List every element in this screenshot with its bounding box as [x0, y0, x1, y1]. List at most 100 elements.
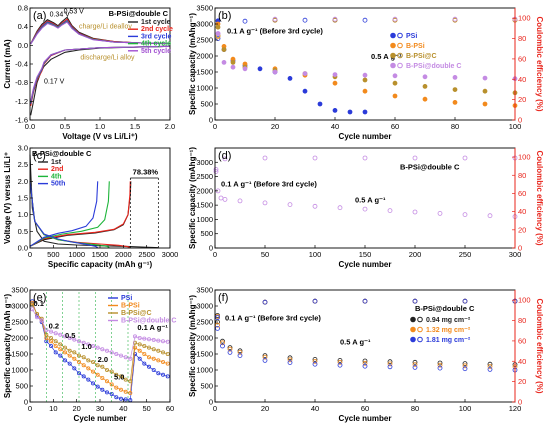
y-tick-label: -0.8: [15, 78, 28, 87]
series-B-PSi-double-C-marker: [119, 353, 124, 358]
series-capacity: [213, 166, 219, 172]
legend-PSi-label: PSi: [406, 33, 417, 40]
series-B-PSi-C-marker: [123, 377, 128, 382]
series-B-PSi-line: [31, 302, 168, 394]
y2-tick-label: 60: [518, 336, 526, 345]
y-tick-label: 2500: [196, 172, 213, 181]
series-B-PSi-marker: [81, 363, 86, 368]
y-axis-label: Specific capacity (mAhg⁻¹): [188, 295, 197, 397]
series-0-94-mg-cm--capacity: [312, 356, 318, 362]
series-discharge-5th: [30, 45, 171, 102]
series-B-PSi-marker: [114, 385, 119, 390]
series-capacity: [387, 208, 393, 214]
series-PSi-marker: [137, 356, 142, 361]
panel-d: 0 50 100 150 200 250 3000500100015002000250030…: [188, 147, 544, 269]
series-B-PSi-marker: [137, 348, 142, 353]
series-capacity: [462, 212, 468, 218]
x-axis-label: Cycle number: [339, 260, 392, 269]
y-tick-label: 2000: [11, 334, 28, 343]
series-B-PSi-marker: [132, 345, 137, 350]
y-tick-label: 1500: [196, 350, 213, 359]
series-B-PSi-double-C-marker: [137, 335, 142, 340]
y2-tick-label: 0: [518, 244, 522, 253]
series-1-81-mg-cm--capacity: [227, 349, 233, 355]
y-tick-label: 3500: [196, 286, 213, 295]
series-B-PSi-marker: [86, 366, 91, 371]
series-1-81-mg-cm--capacity: [462, 366, 468, 372]
series-B-PSi-double-C-marker: [160, 339, 165, 344]
series-1-32-mg-cm--capacity: [362, 360, 368, 366]
legend-title: B-PSi@double C: [109, 9, 169, 18]
series-B-PSi-double-C-marker: [128, 356, 133, 361]
annotation-charge: charge/Li dealloy: [79, 24, 132, 31]
legend-PSi-swatch-ce: [397, 32, 403, 39]
y-tick-label: 1000: [196, 366, 213, 375]
legend-0-94-mg-cm--label: 0.94 mg cm⁻²: [426, 317, 471, 324]
series-1-81-mg-cm--ce: [215, 315, 220, 320]
series-B-PSi-C-marker: [165, 351, 170, 356]
series-B-PSi-double-C-marker: [39, 318, 44, 323]
series-B-PSi-marker: [142, 351, 147, 356]
series-B-PSi-double-C-capacity: [452, 75, 458, 80]
y-axis-label: Voltage (V) versus Li/Li⁺: [3, 152, 12, 244]
legend-1-32-mg-cm--swatch: [410, 326, 416, 333]
annotation-rate-05: 0.5 A g⁻¹: [340, 337, 371, 346]
y-tick-label: 3500: [11, 286, 28, 295]
series-B-PSi-double-C-capacity: [221, 60, 227, 65]
annotation-rate-3: 1.0: [81, 342, 91, 351]
series-B-PSi-marker: [91, 369, 96, 374]
y-tick-label: 3.0: [18, 144, 28, 153]
y2-tick-label: 100: [518, 296, 531, 305]
y-tick-label: 0.0: [18, 41, 28, 50]
series-B-PSi-C-marker: [105, 367, 110, 372]
y2-tick-label: 80: [518, 34, 526, 43]
x-tick-label: 40: [311, 404, 319, 413]
legend-1st-label: 1st: [51, 159, 62, 166]
series-PSi-ce: [215, 36, 221, 41]
series-B-PSi-marker: [100, 375, 105, 380]
series-B-PSi-capacity: [452, 100, 458, 105]
legend-B-PSi-double-C-label: B-PSi@double C: [406, 63, 461, 70]
x-tick-label: 120: [509, 404, 522, 413]
series-PSi-ce: [302, 17, 308, 23]
series-B-PSi-marker: [72, 356, 77, 361]
series-B-PSi-double-C-capacity: [302, 71, 308, 76]
y-tick-label: 500: [15, 382, 28, 391]
series-B-PSi-double-C-capacity: [272, 69, 278, 75]
y-tick-label: 1000: [196, 215, 213, 224]
y2-axis-label: Coulombic efficiency (%): [535, 16, 544, 111]
series-B-PSi-C-marker: [63, 345, 68, 350]
panel-a: 0.0 0.5 1.0 1.5 2.0 -1.6 -1.2 -0.8 -0.4 0.0 0.4 0.8…: [3, 4, 175, 142]
x-tick-label: 10: [49, 404, 57, 413]
y-axis-label: Current (mA): [3, 39, 12, 89]
series-B-PSi-C-marker: [49, 335, 54, 340]
legend-50th-label: 50th: [51, 181, 65, 188]
series-PSi-marker: [123, 397, 128, 402]
series-B-PSi-double-C-marker: [58, 332, 63, 337]
series-0-94-mg-cm--capacity: [387, 359, 393, 365]
series-PSi-marker: [156, 371, 161, 376]
series-1-81-mg-cm--ce: [362, 298, 368, 304]
series-B-PSi-capacity: [482, 101, 488, 107]
series-PSi-capacity: [317, 101, 323, 107]
series-1-81-mg-cm--capacity: [362, 363, 368, 369]
series-1-81-mg-cm--capacity: [487, 366, 493, 372]
series-B-PSi-C-marker: [156, 348, 161, 353]
x-tick-label: 300: [509, 250, 522, 259]
series-capacity: [312, 203, 318, 209]
series-PSi-marker: [146, 364, 151, 369]
y-tick-label: 1500: [196, 201, 213, 210]
series-B-PSi-marker: [105, 379, 110, 384]
series-PSi-capacity: [362, 109, 368, 115]
series-B-PSi-double-C-ce: [452, 16, 458, 22]
y-tick-label: 0: [209, 244, 213, 253]
series-1-32-mg-cm--capacity: [462, 363, 468, 369]
series-B-PSi-C-marker: [142, 343, 147, 348]
legend-1-32-mg-cm--swatch-ce: [417, 326, 423, 333]
series-PSi-capacity: [347, 109, 353, 115]
y-tick-label: -0.4: [15, 60, 28, 69]
series-0-94-mg-cm--capacity: [462, 361, 468, 367]
series-B-PSi-marker: [128, 390, 133, 395]
x-tick-label: 2.0: [165, 122, 175, 131]
